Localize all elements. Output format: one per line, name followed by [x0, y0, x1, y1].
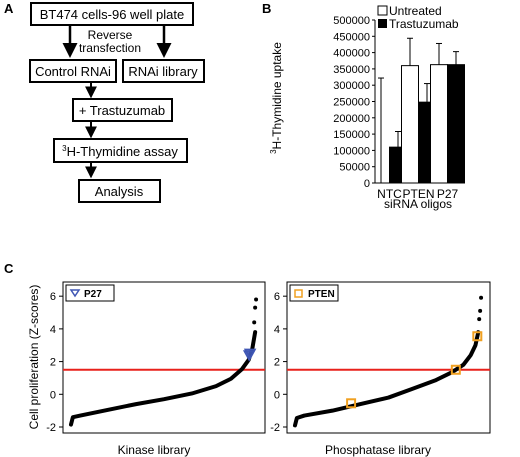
- highlight-marker-pten: [346, 398, 357, 409]
- assay-box-text: 3H-Thymidine assay: [62, 144, 178, 159]
- ytick-label: 2: [274, 357, 280, 369]
- outlier-point: [478, 308, 483, 313]
- control-box: [29, 59, 117, 83]
- kinase-panel: -2 0 2 4 6 P27: [46, 281, 266, 434]
- b-ytick-label: 150000: [333, 129, 370, 141]
- panel-b-ylabel-text: H-Thymidine uptake: [270, 42, 284, 150]
- outlier-point: [253, 305, 258, 310]
- highlight-marker-pten: [450, 364, 461, 375]
- b-ytick-label: 50000: [339, 162, 370, 174]
- panel-b-xlabel: siRNA oligos: [384, 197, 452, 211]
- outlier-point: [252, 320, 257, 325]
- panel-c: C Cell proliferation (Z-scores) -2 0 2 4 6 P2…: [4, 261, 491, 457]
- b-ytick-label: 300000: [333, 80, 370, 92]
- b-ytick-label: 400000: [333, 48, 370, 60]
- panel-b-axes: 0 50000 100000 150000 200000 250000 300000 3500…: [333, 15, 462, 201]
- ytick-label: 0: [50, 389, 56, 401]
- ytick-label: 6: [50, 291, 56, 303]
- legend-marker: [69, 289, 81, 298]
- legend-box: [65, 284, 115, 302]
- zscore-curve: [69, 330, 258, 427]
- phosphatase-panel: -2 0 2 4 6 PTEN: [270, 281, 491, 434]
- outlier-point: [479, 295, 484, 300]
- b-ytick-label: 200000: [333, 113, 370, 125]
- reverse-label: Reverse: [88, 28, 133, 42]
- assay-box: [53, 138, 188, 163]
- panel-b-ylabel-sup: 3: [269, 149, 278, 154]
- panel-a: A BT474 cells-96 well plate Reverse tran…: [4, 1, 205, 203]
- trastuzumab-box: [72, 98, 173, 122]
- outlier-point: [477, 317, 482, 322]
- ytick-label: 6: [274, 291, 280, 303]
- bar-untreated: [430, 64, 448, 184]
- b-category-label: P27: [437, 187, 459, 201]
- b-ytick-label: 500000: [333, 15, 370, 27]
- panel-a-label: A: [4, 1, 14, 16]
- panel-c-label: C: [4, 261, 14, 276]
- trastuzumab-box-text: + Trastuzumab: [79, 103, 165, 118]
- highlight-marker-p27: [243, 348, 257, 360]
- highlight-marker-pten: [472, 331, 483, 342]
- analysis-box: [78, 179, 161, 203]
- plot-frame: [62, 281, 266, 434]
- cells-box: [30, 2, 194, 26]
- ytick-label: -2: [46, 422, 56, 434]
- legend-label: P27: [84, 289, 102, 300]
- panel-b-ylabel: 3H-Thymidine uptake: [269, 42, 284, 154]
- plot-frame: [286, 281, 491, 434]
- analysis-box-text: Analysis: [95, 184, 144, 199]
- kinase-xlabel: Kinase library: [118, 443, 191, 457]
- assay-superscript: 3: [62, 144, 67, 153]
- library-box: [122, 59, 205, 83]
- legend-marker: [294, 289, 303, 298]
- b-ytick-label: 350000: [333, 64, 370, 76]
- legend-label: PTEN: [308, 289, 335, 300]
- legend-untreated-swatch: [377, 5, 388, 16]
- cells-box-text: BT474 cells-96 well plate: [40, 7, 185, 22]
- legend-trastuzumab-label: Trastuzumab: [389, 17, 459, 31]
- ytick-label: 2: [50, 357, 56, 369]
- b-ytick-label: 0: [364, 178, 370, 190]
- legend-trastuzumab-swatch: [378, 19, 387, 28]
- b-ytick-label: 100000: [333, 145, 370, 157]
- legend-untreated-label: Untreated: [389, 4, 442, 18]
- ytick-label: 4: [50, 324, 56, 336]
- transfection-label: transfection: [79, 41, 141, 55]
- b-ytick-label: 450000: [333, 31, 370, 43]
- bar-untreated: [401, 65, 419, 184]
- control-box-text: Control RNAi: [35, 64, 111, 79]
- bar-trastuzumab: [447, 64, 465, 184]
- ytick-label: -2: [270, 422, 280, 434]
- b-category-label: NTC: [377, 187, 402, 201]
- phosphatase-xlabel: Phosphatase library: [325, 443, 431, 457]
- assay-label: H-Thymidine assay: [67, 144, 179, 159]
- b-category-label: PTEN: [402, 187, 434, 201]
- library-box-text: RNAi library: [128, 64, 198, 79]
- b-ytick-label: 250000: [333, 97, 370, 109]
- panel-b: B 3H-Thymidine uptake 0 50000 100000 150000…: [262, 1, 465, 211]
- outlier-point: [254, 297, 259, 302]
- panel-b-bars: [378, 37, 465, 184]
- ytick-label: 4: [274, 324, 280, 336]
- zscore-curve: [293, 330, 481, 428]
- ytick-label: 0: [274, 389, 280, 401]
- panel-c-ylabel: Cell proliferation (Z-scores): [27, 285, 41, 430]
- panel-b-label: B: [262, 1, 271, 16]
